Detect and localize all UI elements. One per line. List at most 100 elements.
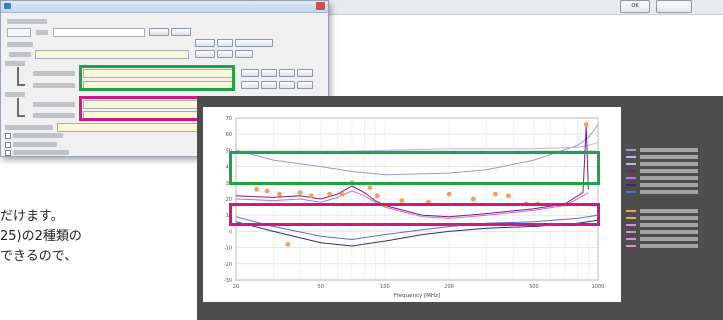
row-label bbox=[33, 102, 75, 107]
highlight-green-dialog bbox=[79, 65, 235, 91]
x-tick-label: 1000 bbox=[592, 284, 605, 290]
cancel-button[interactable] bbox=[656, 0, 692, 13]
option-checkbox[interactable] bbox=[5, 150, 11, 156]
x-tick-label: 20 bbox=[233, 284, 239, 290]
ok-button[interactable]: OK bbox=[620, 0, 650, 13]
legend-swatch bbox=[626, 177, 636, 179]
close-icon[interactable] bbox=[316, 2, 325, 10]
x-tick-label: 200 bbox=[444, 284, 454, 290]
row-label bbox=[9, 52, 31, 57]
browse-button[interactable] bbox=[241, 81, 259, 89]
peak-marker bbox=[506, 193, 511, 199]
legend-swatch bbox=[626, 184, 636, 186]
row-label bbox=[5, 92, 25, 97]
legend-item bbox=[626, 216, 716, 221]
peak-marker bbox=[339, 191, 345, 197]
clear-button[interactable] bbox=[297, 69, 313, 77]
legend-label bbox=[640, 183, 698, 187]
options-button[interactable] bbox=[235, 39, 273, 47]
legend-label bbox=[640, 216, 698, 220]
legend-item bbox=[626, 190, 716, 195]
legend-swatch bbox=[626, 170, 636, 172]
title-field[interactable] bbox=[53, 28, 145, 37]
legend-label bbox=[640, 162, 698, 166]
dialog-titlebar bbox=[1, 1, 328, 13]
browse-button[interactable] bbox=[241, 69, 259, 77]
file-path-field[interactable] bbox=[35, 50, 189, 59]
new-button[interactable] bbox=[261, 81, 277, 89]
tree-connector bbox=[17, 67, 25, 86]
options-button[interactable] bbox=[171, 28, 191, 36]
row-label bbox=[36, 30, 48, 35]
peak-marker bbox=[297, 190, 303, 195]
description-line-1: だけます。 bbox=[0, 209, 64, 224]
browse-button[interactable] bbox=[195, 39, 215, 47]
peak-marker bbox=[399, 198, 405, 204]
checkbox-label bbox=[13, 133, 63, 138]
y-tick-label: 10 bbox=[226, 213, 232, 219]
row-label bbox=[5, 61, 25, 66]
peak-marker bbox=[583, 122, 589, 127]
legend-swatch bbox=[626, 217, 636, 219]
legend-swatch bbox=[626, 191, 636, 193]
y-tick-label: -20 bbox=[224, 262, 232, 268]
peak-marker bbox=[327, 191, 333, 197]
legend-swatch bbox=[626, 224, 636, 226]
y-tick-label: 40 bbox=[226, 165, 232, 171]
legend-label bbox=[640, 190, 698, 194]
new-button[interactable] bbox=[261, 69, 277, 77]
row-label bbox=[7, 19, 47, 24]
legend-swatch bbox=[626, 245, 636, 247]
browse-button[interactable] bbox=[149, 28, 169, 36]
legend-label bbox=[640, 148, 698, 152]
new-button[interactable] bbox=[217, 50, 233, 58]
row-label bbox=[7, 42, 33, 47]
window-icon bbox=[4, 3, 11, 9]
x-tick-label: 500 bbox=[529, 284, 539, 290]
peak-marker bbox=[493, 191, 498, 197]
edit-button[interactable] bbox=[235, 50, 253, 58]
x-tick-label: 50 bbox=[318, 284, 324, 290]
y-tick-label: 20 bbox=[226, 197, 232, 203]
clear-button[interactable] bbox=[217, 39, 233, 47]
browse-button[interactable] bbox=[195, 50, 215, 58]
peak-marker bbox=[308, 193, 314, 199]
legend-item bbox=[626, 230, 716, 235]
peak-marker bbox=[446, 191, 452, 197]
peak-marker bbox=[470, 196, 476, 202]
legend-item bbox=[626, 176, 716, 181]
series-line bbox=[235, 124, 599, 176]
row-label bbox=[5, 125, 53, 130]
clear-button[interactable] bbox=[297, 81, 313, 89]
option-checkbox[interactable] bbox=[5, 133, 11, 139]
legend-item bbox=[626, 237, 716, 242]
option-checkbox[interactable] bbox=[5, 142, 11, 148]
row-label bbox=[33, 83, 75, 88]
top-toolbar-strip: OK bbox=[300, 0, 723, 15]
y-tick-label: -30 bbox=[224, 278, 232, 284]
legend-item bbox=[626, 169, 716, 174]
legend-swatch bbox=[626, 238, 636, 240]
tree-connector bbox=[17, 98, 25, 117]
legend-swatch bbox=[626, 149, 636, 151]
legend-item bbox=[626, 244, 716, 249]
legend-swatch bbox=[626, 210, 636, 212]
name-field[interactable] bbox=[7, 28, 31, 37]
y-tick-label: 70 bbox=[226, 116, 232, 122]
row-label bbox=[33, 113, 75, 118]
legend-label bbox=[640, 237, 698, 241]
legend-label bbox=[640, 169, 698, 173]
peak-marker bbox=[285, 241, 291, 247]
legend-label bbox=[640, 176, 698, 180]
edit-button[interactable] bbox=[279, 69, 295, 77]
peak-marker bbox=[254, 186, 260, 192]
legend-swatch bbox=[626, 156, 636, 158]
highlight-magenta-chart bbox=[229, 203, 600, 226]
legend-swatch bbox=[626, 163, 636, 165]
legend-label bbox=[640, 155, 698, 159]
y-tick-label: 30 bbox=[226, 181, 232, 187]
peak-marker bbox=[264, 188, 270, 194]
peak-marker bbox=[374, 193, 380, 199]
edit-button[interactable] bbox=[279, 81, 295, 89]
